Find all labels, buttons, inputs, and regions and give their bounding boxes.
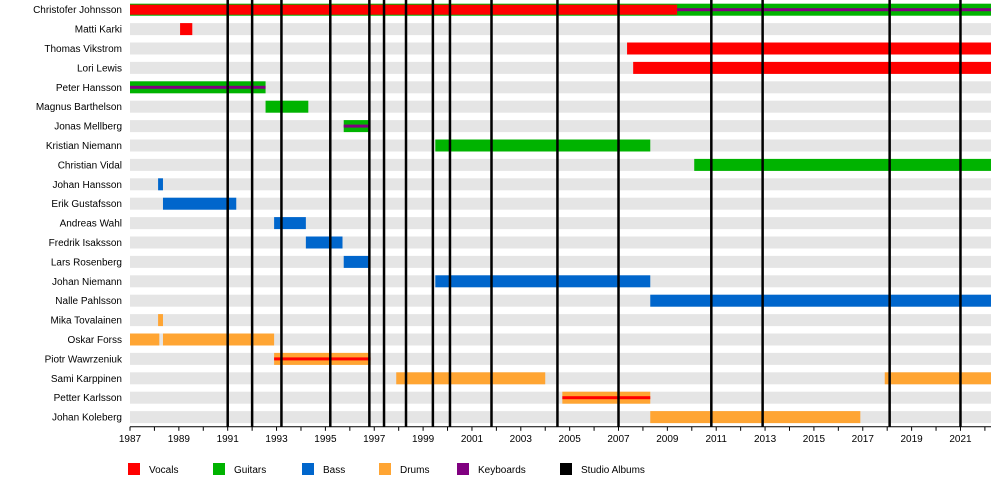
x-tick-label: 2001 <box>461 434 484 445</box>
x-tick-label: 2013 <box>754 434 777 445</box>
member-name: Andreas Wahl <box>60 219 122 230</box>
bar-bass <box>435 275 651 288</box>
member-name: Jonas Mellberg <box>54 122 122 133</box>
row-stripe <box>130 372 991 385</box>
bar-overlay-keyboards <box>343 124 370 128</box>
legend-label-keyboards: Keyboards <box>478 465 526 476</box>
member-name: Erik Gustafsson <box>51 199 122 210</box>
member-name: Peter Hansson <box>56 83 122 94</box>
member-name: Johan Niemann <box>52 277 122 288</box>
bar-drums <box>130 333 160 346</box>
row-stripe <box>130 314 991 327</box>
x-tick-label: 2007 <box>607 434 630 445</box>
legend-label-albums: Studio Albums <box>581 465 645 476</box>
row-stripe <box>130 411 991 424</box>
bar-vocals <box>627 42 991 55</box>
bar-overlay-vocals <box>562 396 651 400</box>
bar-bass <box>274 217 306 230</box>
row-stripe <box>130 100 991 113</box>
bar-vocals <box>180 23 193 36</box>
legend: Vocals Guitars Bass Drums Keyboards Studio Al… <box>128 463 645 476</box>
row-stripe <box>130 197 991 210</box>
row-stripe <box>130 120 991 133</box>
member-name: Matti Karki <box>75 25 122 36</box>
bar-vocals <box>633 61 991 74</box>
x-tick-label: 1991 <box>217 434 240 445</box>
bar-drums <box>162 333 275 346</box>
row-stripe <box>130 333 991 346</box>
member-name: Fredrik Isaksson <box>49 238 122 249</box>
bar-drums <box>884 372 991 385</box>
bar-drums <box>396 372 546 385</box>
member-name: Lars Rosenberg <box>51 257 122 268</box>
x-axis: 1987 1989 1991 1993 1995 1997 1999 2001 2003 2005… <box>119 426 991 445</box>
bar-guitars <box>435 139 651 152</box>
legend-swatch-keyboards <box>457 463 469 475</box>
row-stripe <box>130 255 991 268</box>
member-name: Oskar Forss <box>68 335 122 346</box>
row-stripe <box>130 81 991 94</box>
x-tick-label: 2021 <box>949 434 972 445</box>
row-stripe <box>130 236 991 249</box>
row-stripe <box>130 391 991 404</box>
bar-bass <box>650 294 991 307</box>
bar-bass <box>343 255 370 268</box>
legend-swatch-drums <box>379 463 391 475</box>
bar-bass <box>305 236 343 249</box>
member-name: Sami Karppinen <box>51 374 122 385</box>
bar-drums <box>650 411 861 424</box>
member-name: Johan Koleberg <box>52 413 122 424</box>
x-tick-label: 2009 <box>656 434 679 445</box>
legend-label-bass: Bass <box>323 465 345 476</box>
member-name: Magnus Barthelson <box>36 102 122 113</box>
x-tick-label: 1995 <box>314 434 337 445</box>
member-bars <box>130 3 991 424</box>
legend-swatch-guitars <box>213 463 225 475</box>
legend-swatch-vocals <box>128 463 140 475</box>
x-tick-label: 1989 <box>168 434 191 445</box>
studio-album-lines <box>226 0 962 427</box>
legend-label-vocals: Vocals <box>149 465 178 476</box>
row-stripe <box>130 352 991 365</box>
member-name: Johan Hansson <box>53 180 123 191</box>
member-name: Lori Lewis <box>77 63 122 74</box>
bar-overlay-keyboards <box>130 85 266 89</box>
legend-label-drums: Drums <box>400 465 429 476</box>
x-tick-label: 2005 <box>559 434 582 445</box>
bar-bass <box>162 197 237 210</box>
member-name: Christian Vidal <box>58 160 122 171</box>
member-name: Piotr Wawrzeniuk <box>45 354 123 365</box>
bar-guitars <box>694 158 991 171</box>
row-stripe <box>130 217 991 230</box>
bar-bass <box>158 178 163 191</box>
member-name: Thomas Vikstrom <box>44 44 122 55</box>
x-tick-label: 2015 <box>803 434 826 445</box>
row-stripe <box>130 23 991 36</box>
bar-drums <box>158 314 163 327</box>
member-name: Nalle Pahlsson <box>55 296 122 307</box>
bar-vocals <box>130 4 678 15</box>
member-name: Petter Karlsson <box>54 393 122 404</box>
x-tick-label: 1997 <box>363 434 386 445</box>
x-tick-label: 1993 <box>265 434 288 445</box>
row-stripe <box>130 178 991 191</box>
x-tick-label: 2019 <box>900 434 923 445</box>
member-name-labels: Christofer Johnsson Matti Karki Thomas Vik… <box>33 5 123 423</box>
legend-swatch-albums <box>560 463 572 475</box>
legend-label-guitars: Guitars <box>234 465 266 476</box>
x-tick-label: 2017 <box>852 434 875 445</box>
member-name: Mika Tovalainen <box>50 316 122 327</box>
bar-guitars <box>265 100 309 113</box>
x-tick-label: 1987 <box>119 434 142 445</box>
legend-swatch-bass <box>302 463 314 475</box>
member-name: Christofer Johnsson <box>33 5 122 16</box>
x-tick-label: 1999 <box>412 434 435 445</box>
x-tick-label: 2011 <box>705 434 727 445</box>
member-name: Kristian Niemann <box>46 141 122 152</box>
x-tick-label: 2003 <box>510 434 533 445</box>
bar-overlay-vocals <box>274 357 371 361</box>
